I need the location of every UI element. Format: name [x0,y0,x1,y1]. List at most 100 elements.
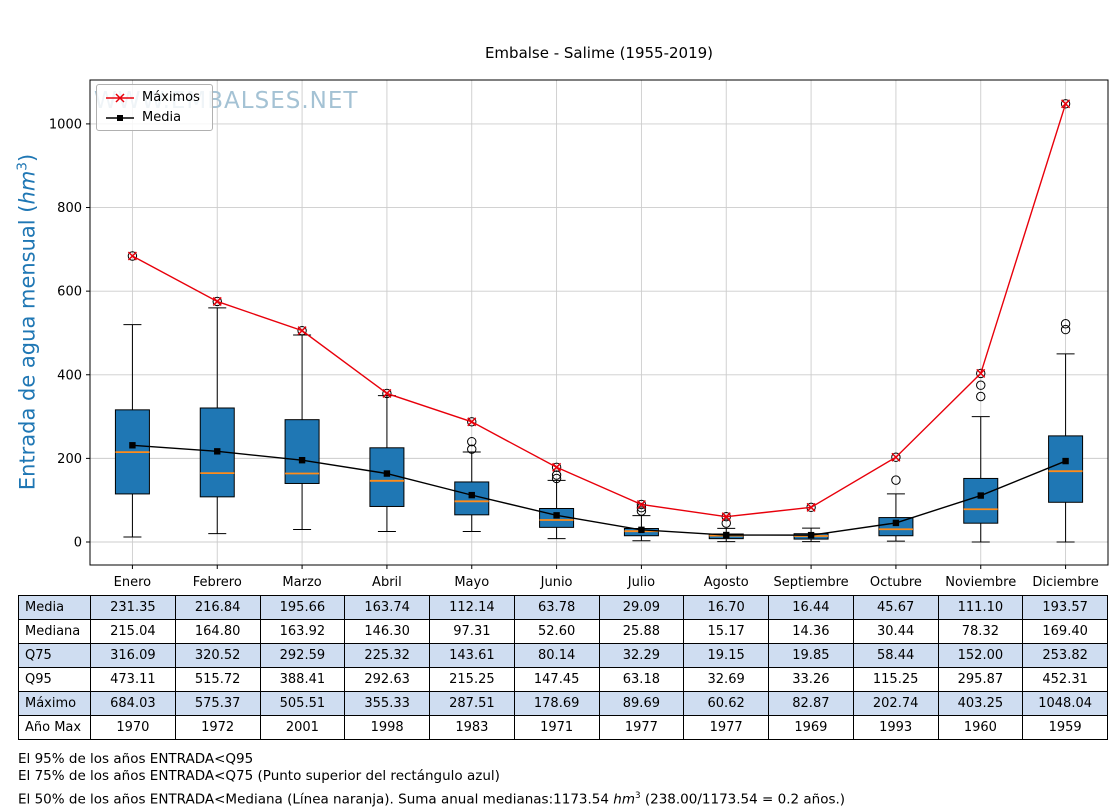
table-cell: 684.03 [90,691,176,716]
table-cell: 45.67 [852,595,939,620]
maximos-marker [297,326,307,336]
outlier-marker [721,518,731,528]
x-tick-label: Septiembre [773,575,848,590]
table-cell: 355.33 [344,691,430,716]
table-cell: 215.04 [90,619,176,644]
note-q95: El 95% de los años ENTRADA<Q95 [18,751,254,767]
x-tick-label: Abril [372,575,402,590]
table-cell: 19.85 [768,643,854,668]
table-cell: 1959 [1022,715,1108,740]
table-cell: 63.78 [513,595,600,620]
table-row-label: Máximo [18,691,91,716]
table-cell: 1971 [513,715,600,740]
table-cell: 292.63 [344,667,430,692]
media-line-icon [106,114,134,121]
note-mediana-unit: hm [613,791,635,808]
x-tick-label: Diciembre [1032,575,1098,590]
table-cell: 32.29 [598,643,685,668]
media-marker [383,470,391,477]
table-row: Q75 316.09 320.52 292.59 225.32 143.61 80.14 32… [18,643,1108,668]
maximos-line-icon [106,92,134,103]
x-tick-label: Noviembre [945,575,1016,590]
table-cell: 97.31 [429,619,515,644]
x-tick-label: Mayo [454,575,489,590]
outlier-marker [467,444,477,454]
maximos-marker [212,296,222,306]
maximos-marker [382,388,392,398]
outlier-marker [551,473,562,484]
media-line [132,444,1066,536]
table-cell: 473.11 [90,667,176,692]
table-cell: 163.92 [259,619,346,644]
table-row-label: Q95 [18,667,91,692]
box [878,517,914,537]
table-cell: 215.25 [429,667,515,692]
x-tick-label: Agosto [704,575,749,590]
box [1048,435,1084,503]
legend-label-maximos: Máximos [142,90,200,105]
outlier-marker [891,475,901,485]
table-cell: 1977 [598,715,685,740]
plot-border [89,79,1109,566]
table-cell: 1993 [852,715,939,740]
table-cell: 202.74 [852,691,939,716]
table-cell: 33.26 [768,667,854,692]
outlier-marker [127,251,138,261]
table-cell: 78.32 [937,619,1024,644]
y-tick-label: 400 [57,368,82,383]
note-q75: El 75% de los años ENTRADA<Q75 (Punto su… [18,768,500,784]
x-tick-label: Enero [114,575,152,590]
maximos-marker [552,462,562,472]
legend: Máximos Media [96,84,213,131]
table-cell: 575.37 [174,691,261,716]
table-row-label: Año Max [18,715,91,740]
box [963,477,999,524]
media-marker [298,456,306,464]
outlier-marker [976,380,986,390]
media-marker [807,531,815,539]
maximos-marker [806,502,816,512]
x-tick-label: Febrero [193,575,242,590]
table-cell: 146.30 [344,619,430,644]
maximos-marker [127,251,137,261]
media-marker [214,448,221,455]
table-row: Máximo 684.03 575.37 505.51 355.33 287.51 178.… [18,691,1108,716]
maximos-marker [891,452,901,462]
table-cell: 287.51 [429,691,515,716]
table-cell: 253.82 [1022,643,1108,668]
table-cell: 19.15 [683,643,769,668]
table-cell: 292.59 [259,643,346,668]
outlier-marker [467,417,477,427]
outlier-marker [1060,319,1071,329]
plot-background [90,80,1108,565]
table-cell: 112.14 [429,595,515,620]
table-row: Año Max 1970 1972 2001 1998 1983 1971 1977 1977 1… [18,715,1108,740]
table-cell: 178.69 [513,691,600,716]
media-marker [723,531,730,539]
table-cell: 2001 [259,715,346,740]
table-cell: 80.14 [513,643,600,668]
media-marker [977,492,984,499]
table-cell: 30.44 [852,619,939,644]
table-cell: 25.88 [598,619,685,644]
maximos-line [132,103,1067,518]
table-cell: 388.41 [259,667,346,692]
table-cell: 195.66 [259,595,346,620]
table-cell: 169.40 [1022,619,1108,644]
table-cell: 1960 [937,715,1024,740]
media-marker [892,519,900,527]
media-marker [638,526,645,534]
footer-notes: El 95% de los años ENTRADA<Q95 El 75% de… [18,751,845,809]
x-tick-label: Julio [627,575,655,590]
outlier-marker [891,452,901,462]
media-marker [129,442,136,449]
table-cell: 163.74 [344,595,430,620]
media-marker [468,491,475,499]
table-cell: 216.84 [174,595,261,620]
stats-table: Media 231.35 216.84 195.66 163.74 112.14 63.78… [18,595,1108,740]
table-cell: 1972 [174,715,261,740]
table-cell: 231.35 [90,595,176,620]
table-cell: 1970 [90,715,176,740]
legend-label-media: Media [142,110,182,125]
table-cell: 143.61 [429,643,515,668]
